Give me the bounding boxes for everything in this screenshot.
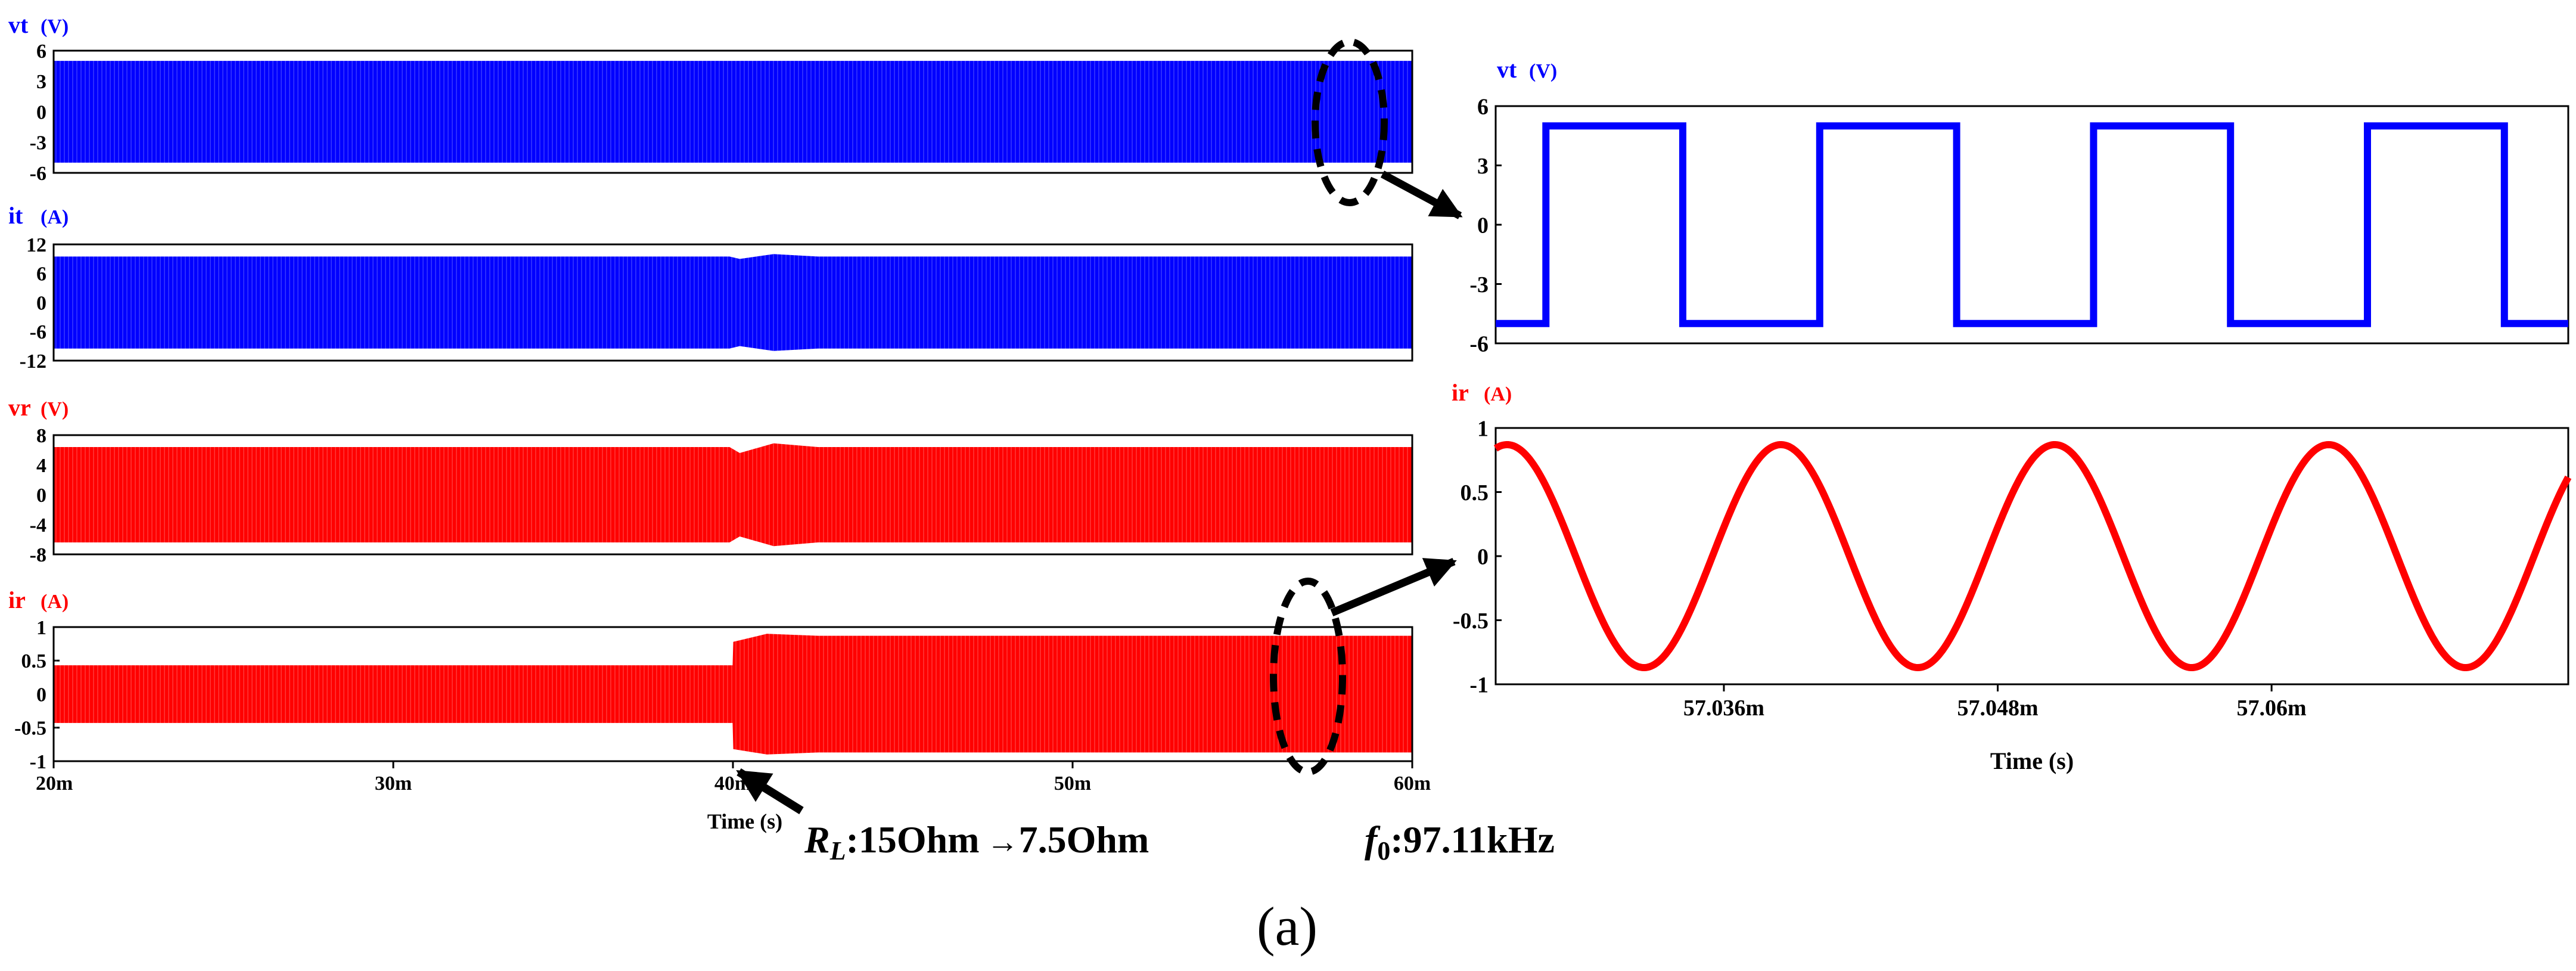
- panel-unit: (A): [1484, 383, 1512, 405]
- y-tick-label: -12: [20, 350, 46, 373]
- y-tick-label: 1: [36, 617, 46, 639]
- y-tick-label: 6: [36, 263, 46, 286]
- rl-label: RL:15Ohm →7.5Ohm: [804, 818, 1149, 865]
- panel-title: it: [8, 202, 23, 229]
- dashed-ellipse: [1312, 38, 1388, 206]
- panel-vt-long: vt (V) 6 3 0 -3 -6: [8, 11, 1413, 185]
- zoom-callout-vt: [1312, 38, 1463, 219]
- panel-ir-zoom: ir (A) Time (s) 1 0.5 0 -0.5 -1 57.036m 57.048…: [1452, 379, 2572, 774]
- series-line: [1493, 440, 2572, 672]
- series-envelope: [54, 61, 1412, 163]
- y-tick-label: 0: [1477, 544, 1489, 569]
- x-axis-label: Time (s): [707, 809, 782, 833]
- annotation-load-change: RL:15Ohm →7.5Ohm: [736, 768, 1149, 865]
- series-envelope: [54, 443, 1412, 547]
- rl-subscript: L: [829, 836, 846, 865]
- y-tick-label: 0: [36, 684, 46, 706]
- annotation-frequency: f0:97.11kHz: [1365, 818, 1555, 865]
- y-tick-label: 3: [36, 71, 46, 93]
- y-tick-label: -4: [30, 514, 46, 536]
- plot-frame-overlay: [52, 434, 1413, 556]
- y-tick-label: 6: [1477, 94, 1489, 119]
- panel-title: vt: [1497, 56, 1517, 83]
- y-tick-label: 0: [36, 101, 46, 123]
- callout-arrow: [1330, 558, 1457, 616]
- x-tick-label: 30m: [375, 773, 412, 795]
- y-tick-label: 8: [36, 425, 46, 447]
- panel-unit: (V): [1529, 60, 1557, 82]
- series-texture: [55, 438, 1412, 552]
- panel-title: ir: [8, 587, 26, 613]
- y-tick-label: -6: [30, 163, 46, 185]
- series-texture: [55, 629, 1412, 759]
- y-tick-label: 0: [1477, 213, 1489, 238]
- series-envelope: [54, 254, 1412, 351]
- x-tick-label: 57.036m: [1683, 696, 1764, 721]
- panel-it-long: it (A) 12 6 0 -6 -12: [8, 202, 1413, 373]
- series-envelope: [54, 634, 1412, 755]
- y-tick-label: -8: [30, 544, 46, 566]
- y-tick-label: -1: [30, 751, 46, 773]
- rl-to: 7.5Ohm: [1019, 818, 1149, 861]
- x-tick-label: 57.06m: [2237, 696, 2307, 721]
- plot-frame: [1494, 105, 2569, 345]
- y-tick-label: 0.5: [1461, 480, 1489, 505]
- y-tick-label: 4: [36, 455, 46, 477]
- x-tick-label: 57.048m: [1957, 696, 2038, 721]
- y-tick-label: -6: [30, 321, 46, 343]
- y-tick-label: -3: [1469, 272, 1489, 297]
- plot-frame-overlay: [52, 626, 1413, 762]
- arrow-right-icon: →: [987, 824, 1019, 860]
- plot-frame-overlay: [52, 243, 1413, 362]
- dashed-ellipse: [1270, 578, 1346, 775]
- y-tick-label: 1: [1477, 416, 1489, 441]
- x-tick-label: 60m: [1394, 773, 1431, 795]
- y-tick-label: -6: [1469, 331, 1489, 356]
- x-axis-label: Time (s): [1990, 747, 2074, 774]
- zoom-callout-ir: [1270, 558, 1457, 775]
- panel-unit: (V): [41, 398, 69, 420]
- panel-unit: (A): [41, 206, 69, 228]
- panel-unit: (V): [41, 15, 69, 38]
- y-tick-label: 0: [36, 292, 46, 314]
- series-texture: [55, 53, 1412, 170]
- panel-unit: (A): [41, 591, 69, 613]
- rl-symbol: R: [804, 818, 830, 861]
- f0-label: f0:97.11kHz: [1365, 818, 1555, 865]
- f0-subscript: 0: [1377, 836, 1390, 865]
- figure-caption: (a): [1256, 896, 1318, 957]
- rl-from: :15Ohm: [846, 818, 980, 861]
- x-tick-label: 50m: [1054, 773, 1091, 795]
- y-tick-label: -0.5: [1453, 609, 1489, 634]
- panel-vt-zoom: vt (V) 6 3 0 -3 -6: [1469, 56, 2569, 356]
- y-tick-label: 0.5: [21, 650, 47, 672]
- y-tick-label: 6: [36, 41, 46, 63]
- series-texture: [55, 247, 1412, 358]
- panel-title: vt: [8, 11, 29, 38]
- plot-frame: [1494, 427, 2569, 685]
- y-tick-label: 12: [26, 234, 46, 256]
- load-change-arrow: [736, 768, 804, 814]
- f0-value: :97.11kHz: [1390, 818, 1555, 861]
- series-line: [1496, 122, 2568, 327]
- x-tick-label: 20m: [36, 773, 73, 795]
- panel-title: vr: [8, 394, 31, 421]
- y-tick-label: -0.5: [14, 718, 46, 740]
- plot-frame-overlay: [52, 49, 1413, 174]
- panel-vr-long: vr (V) 8 4 0 -4 -8: [8, 394, 1413, 566]
- y-tick-label: -3: [30, 132, 46, 154]
- y-tick-label: 3: [1477, 154, 1489, 179]
- callout-arrow: [1380, 170, 1463, 219]
- y-tick-label: -1: [1469, 672, 1489, 697]
- panel-title: ir: [1452, 379, 1469, 406]
- y-tick-label: 0: [36, 485, 46, 507]
